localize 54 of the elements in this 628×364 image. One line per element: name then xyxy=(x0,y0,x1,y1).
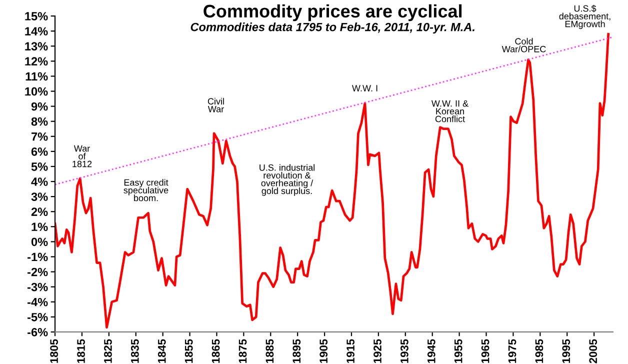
x-tick-label: 1955 xyxy=(454,339,462,363)
y-tick-label: 11% xyxy=(26,72,48,81)
x-tick-label: 1805 xyxy=(50,339,58,363)
y-tick-label: 6% xyxy=(31,147,48,156)
y-tick-label: 12% xyxy=(25,57,48,66)
x-tick-label: 1885 xyxy=(266,339,274,363)
x-tick-label: 2005 xyxy=(589,339,598,364)
annotation: W.W. I xyxy=(352,85,378,92)
y-tick-label: -1% xyxy=(28,252,48,262)
x-tick-label: 1895 xyxy=(292,339,301,363)
y-tick-label: 1% xyxy=(32,222,48,232)
text: Commodities data 1795 to Feb-16, 2011, 10-yr. M.A. xyxy=(190,22,474,34)
y-tick-label: 7% xyxy=(32,132,48,141)
x-tick-label: 1995 xyxy=(562,339,570,363)
y-tick-label: 0% xyxy=(31,238,48,246)
y-tick-label: 14% xyxy=(25,27,48,36)
x-tick-label: 1875 xyxy=(238,339,247,363)
annotation: Civil War xyxy=(208,98,224,112)
y-tick-label: -6% xyxy=(28,328,48,336)
y-tick-label: -5% xyxy=(28,312,48,322)
y-tick-label: 10% xyxy=(25,87,48,96)
x-tick-label: 1865 xyxy=(212,339,220,363)
x-tick-label: 1835 xyxy=(130,339,139,363)
x-tick-label: 1855 xyxy=(184,339,193,363)
annotation: U.S. industrial revolution & overheating / gold surplus. xyxy=(260,164,314,196)
chart-title: Commodity prices are cyclical xyxy=(204,4,462,22)
x-tick-label: 1845 xyxy=(158,339,166,363)
annotation: War of 1812 xyxy=(72,145,92,168)
x-tick-label: 1945 xyxy=(427,339,436,363)
x-tick-label: 1815 xyxy=(77,339,85,363)
y-tick-label: -2% xyxy=(28,268,48,276)
annotation: Easy credit speculative boom. xyxy=(124,179,168,202)
x-tick-label: 1975 xyxy=(508,339,516,363)
x-tick-label: 1985 xyxy=(535,339,544,363)
x-tick-label: 1905 xyxy=(320,339,328,363)
y-tick-label: 8% xyxy=(31,117,48,126)
annotation: U.S.$ debasement, EMgrowth xyxy=(559,4,610,29)
line-series xyxy=(55,32,610,329)
y-tick-label: 3% xyxy=(31,192,48,201)
y-tick-label: 9% xyxy=(31,102,48,111)
y-tick-label: 13% xyxy=(25,42,48,51)
annotation: Cold War/OPEC xyxy=(502,38,546,52)
y-tick-label: 2% xyxy=(31,208,48,216)
y-tick-label: -3% xyxy=(28,282,48,292)
y-tick-label: 15% xyxy=(25,12,48,20)
x-tick-label: 1825 xyxy=(104,339,112,363)
y-tick-label: 5% xyxy=(31,162,48,171)
x-tick-label: 1915 xyxy=(346,339,354,363)
x-tick-label: 1935 xyxy=(400,339,408,363)
y-tick-label: -4% xyxy=(28,298,48,306)
y-tick-label: 4% xyxy=(31,178,48,186)
x-tick-label: 1925 xyxy=(374,339,382,363)
annotation: W.W. II & Korean Conflict xyxy=(431,100,468,122)
x-tick-label: 1965 xyxy=(481,339,490,363)
